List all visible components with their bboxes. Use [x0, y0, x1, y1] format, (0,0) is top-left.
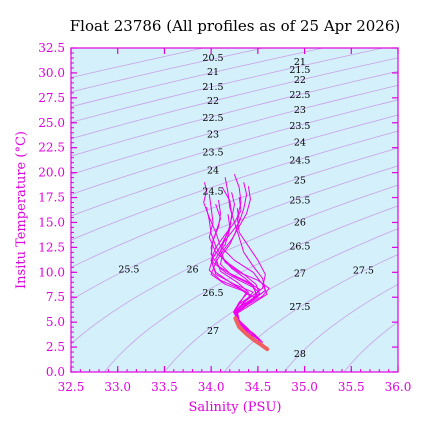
isopycnal-line	[71, 130, 398, 241]
y-tick-label: 20.0	[38, 166, 65, 180]
isopycnal-label: 23.5	[202, 148, 223, 159]
y-tick-label: 12.5	[38, 240, 65, 254]
isopycnal-line	[104, 205, 398, 372]
y-axis-ticks: 0.0 2.5 5.0 7.5 10.0 12.5 15.0 17.5 20.0 22.5 25.0…	[38, 41, 398, 379]
y-tick-label: 10.0	[38, 265, 65, 279]
isopycnal-label: 21.5	[289, 65, 310, 76]
profile-series	[203, 174, 270, 352]
isopycnal-line	[283, 283, 398, 372]
isopycnal-label: 21	[294, 57, 306, 68]
isopycnal-label: 27	[294, 268, 306, 279]
isopycnal-label: 21	[207, 67, 219, 78]
isopycnal-line	[71, 70, 398, 157]
isopycnal-line	[71, 48, 326, 108]
plot-frame	[70, 47, 399, 373]
profile-line	[215, 187, 251, 333]
x-tick-label: 34.0	[198, 380, 225, 394]
isopycnal-line	[71, 48, 385, 123]
isopycnal-label: 23	[207, 130, 219, 141]
chart-title: Float 23786 (All profiles as of 25 Apr 2…	[70, 17, 400, 35]
y-axis-label: Insitu Temperature (°C)	[14, 131, 29, 289]
x-tick-label: 35.0	[291, 380, 318, 394]
y-tick-label: 17.5	[38, 191, 65, 205]
isopycnal-line	[223, 253, 398, 372]
isopycnal-line	[71, 114, 398, 217]
y-tick-label: 27.5	[38, 91, 65, 105]
profile-line	[220, 208, 261, 317]
isopycnal-label: 26	[186, 264, 198, 275]
isopycnal-label: 27.5	[353, 265, 374, 276]
x-axis-ticks: 32.5 33.0 33.5 34.0 34.5 35.0 35.5 36.0	[58, 48, 412, 394]
isopycnal-label: 28	[294, 349, 306, 360]
isopycnal-label: 22.5	[289, 90, 310, 101]
isopycnal-label: 22.5	[202, 113, 223, 124]
isopycnal-line	[71, 57, 398, 140]
y-tick-label: 0.0	[46, 365, 65, 379]
profile-line	[210, 192, 249, 331]
isopycnal-label: 24	[294, 138, 306, 149]
isopycnal-label: 24.5	[289, 156, 310, 167]
isopycnal-line	[71, 84, 398, 175]
isopycnal-label: 25.5	[118, 264, 139, 275]
isopycnal-label: 24.5	[202, 187, 223, 198]
profile-line	[206, 207, 257, 322]
plot-area-background	[71, 48, 398, 372]
x-tick-label: 33.0	[104, 380, 131, 394]
x-tick-label: 35.5	[338, 380, 365, 394]
y-tick-label: 15.0	[38, 215, 65, 229]
isopycnal-label: 20.5	[202, 53, 223, 64]
isopycnal-lines	[71, 48, 398, 372]
isopycnal-label: 22	[294, 75, 306, 86]
isopycnal-label: 27	[207, 326, 219, 337]
isopycnal-label: 21.5	[202, 82, 223, 93]
isopycnal-line	[71, 147, 398, 268]
x-tick-label: 34.5	[244, 380, 271, 394]
isopycnal-line	[71, 165, 398, 301]
y-tick-label: 5.0	[46, 315, 65, 329]
isopycnal-line	[71, 184, 398, 345]
isopycnal-label: 26.5	[202, 288, 223, 299]
x-tick-label: 36.0	[385, 380, 412, 394]
x-axis-label: Salinity (PSU)	[189, 400, 282, 415]
isopycnal-label: 25.5	[289, 196, 310, 207]
y-tick-label: 22.5	[38, 141, 65, 155]
y-tick-label: 32.5	[38, 41, 65, 55]
isopycnal-label: 24	[207, 166, 219, 177]
x-tick-label: 32.5	[58, 380, 85, 394]
isopycnal-label: 27.5	[289, 302, 310, 313]
profile-line	[220, 214, 270, 313]
y-tick-label: 7.5	[46, 290, 65, 304]
isopycnal-label: 25	[294, 176, 306, 187]
isopycnal-line	[163, 228, 398, 372]
isopycnal-labels: 20.52121.52222.52323.52424.52625.526.527…	[118, 53, 374, 360]
y-tick-label: 25.0	[38, 116, 65, 130]
y-tick-label: 2.5	[46, 340, 65, 354]
latest-profile-line	[233, 316, 270, 352]
isopycnal-label: 23	[294, 105, 306, 116]
y-tick-label: 30.0	[38, 66, 65, 80]
isopycnal-label: 23.5	[289, 121, 310, 132]
isopycnal-label: 22	[207, 96, 219, 107]
isopycnal-line	[343, 321, 398, 372]
x-tick-label: 33.5	[151, 380, 178, 394]
isopycnal-label: 26.5	[289, 241, 310, 252]
isopycnal-label: 26	[294, 218, 306, 229]
